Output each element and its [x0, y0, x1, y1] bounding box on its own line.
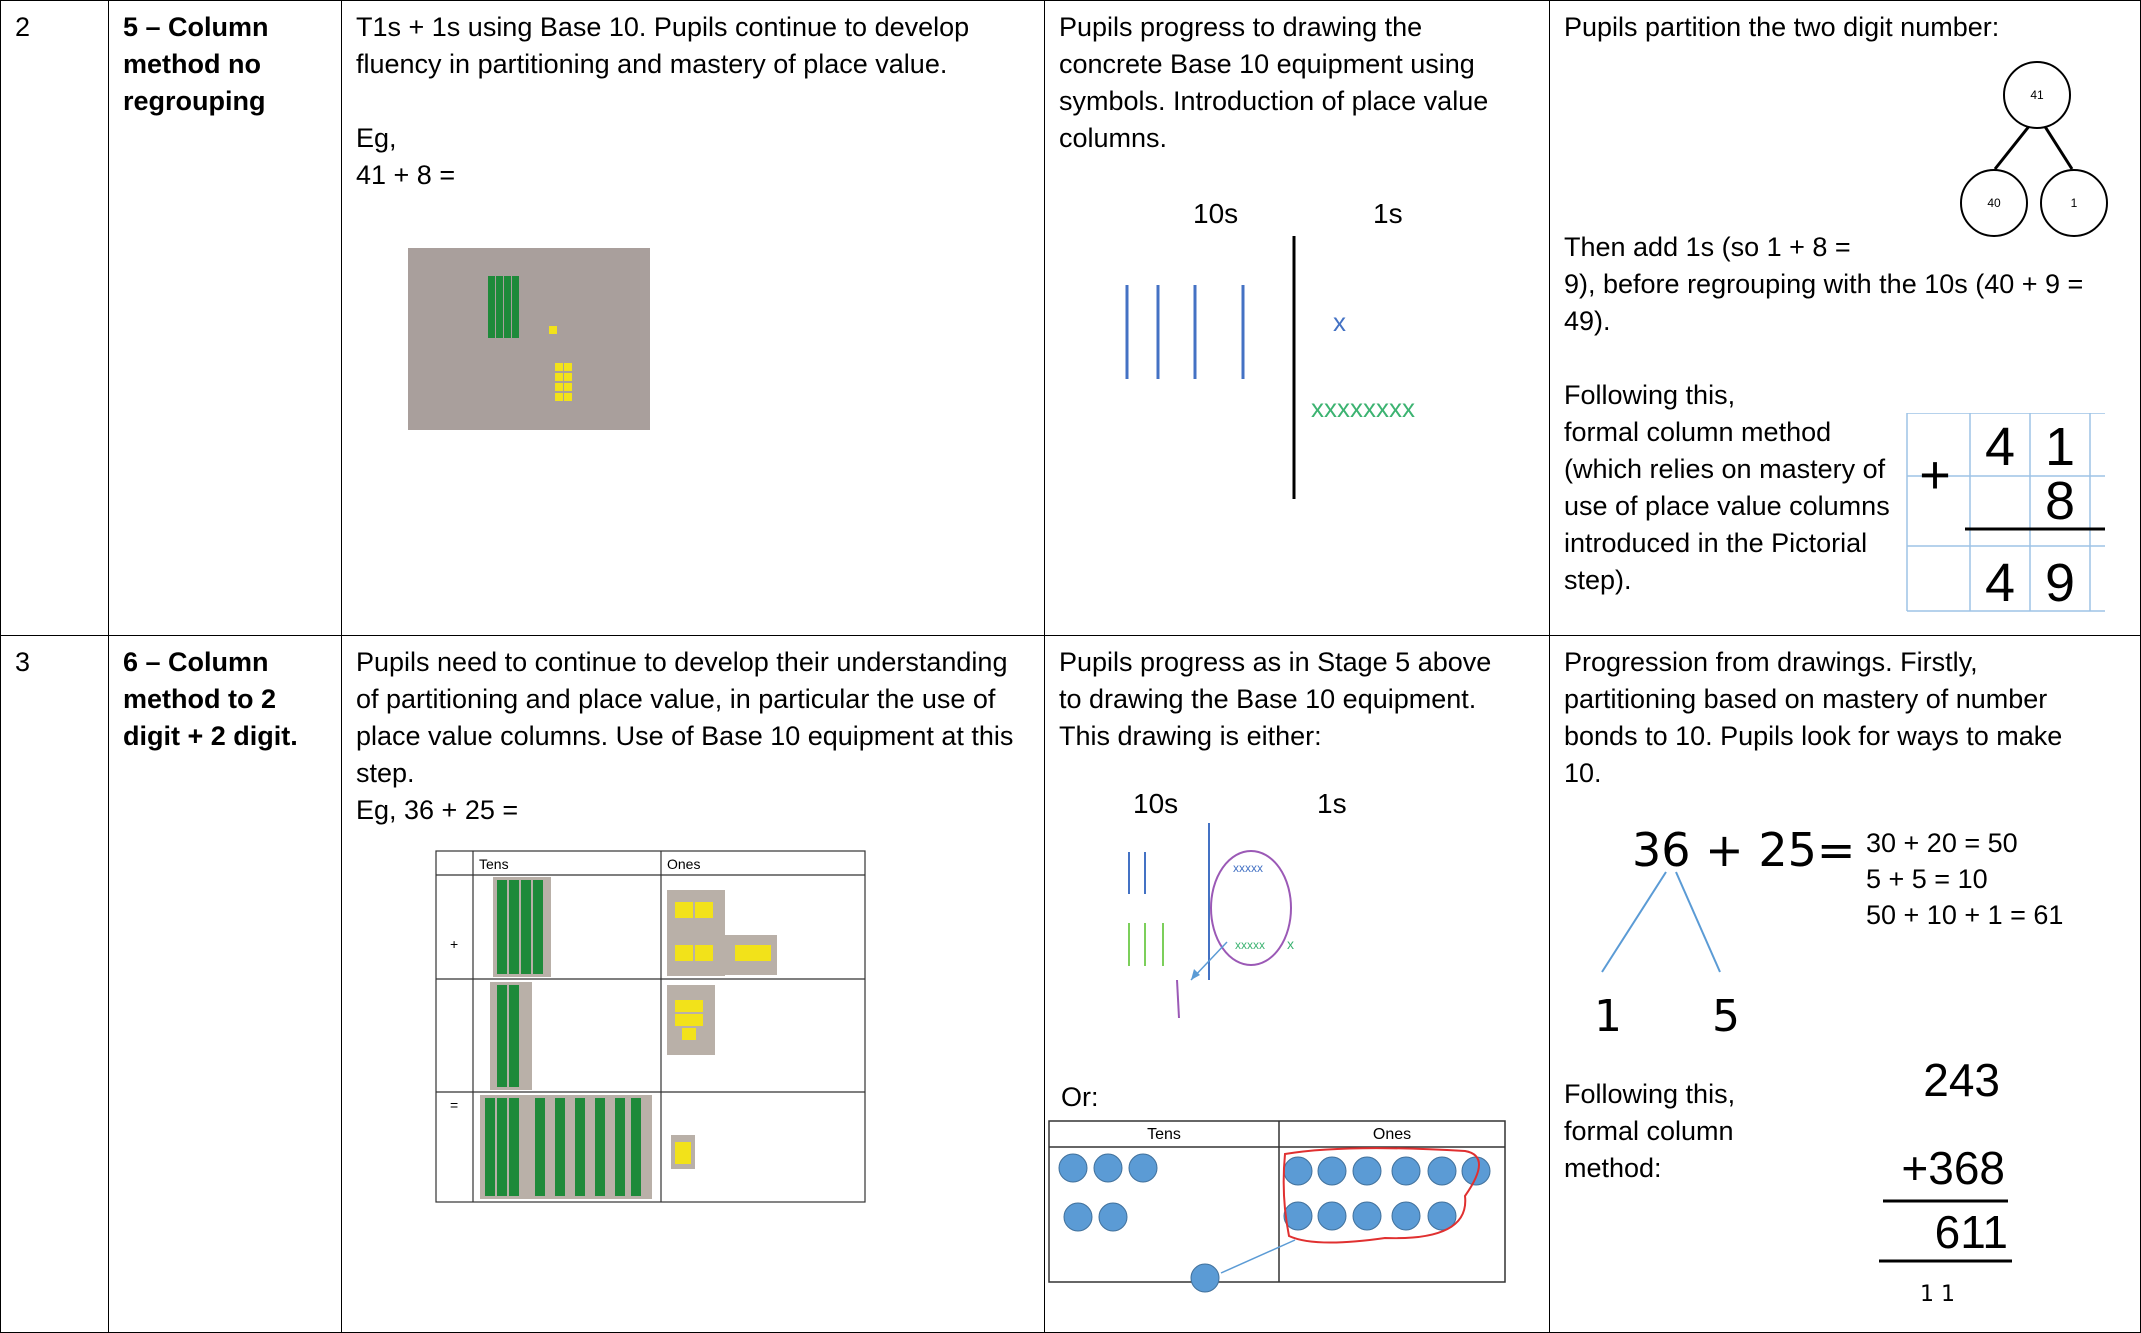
stage: 5 – Column method no regrouping	[123, 9, 327, 120]
part: 1	[1594, 991, 1622, 1042]
addend: 243	[1923, 1054, 2000, 1106]
digit: 4	[1985, 417, 2015, 477]
column-header: Tens	[479, 856, 509, 872]
text: Pupils need to continue to develop their…	[356, 644, 1026, 792]
document: 2 5 – Column method no regrouping T1s + …	[0, 0, 2141, 1333]
operator: +	[1919, 445, 1951, 505]
ones-mark: xxxxx	[1233, 861, 1263, 875]
ones-mark: x	[1333, 307, 1346, 337]
tens-header: 10s	[1193, 198, 1238, 229]
abstract-cell: Progression from drawings. Firstly, part…	[1549, 635, 2141, 1333]
column-header: Ones	[1373, 1126, 1411, 1143]
working: 50 + 10 + 1 = 61	[1866, 900, 2063, 930]
ones-mark: x	[1287, 936, 1294, 952]
bond-part: 40	[1987, 196, 2001, 210]
part-whole-model: 41 40 1	[1960, 57, 2130, 247]
part: 5	[1712, 991, 1740, 1042]
tens-header: 10s	[1133, 788, 1178, 819]
operator: =	[450, 1097, 458, 1113]
concrete-cell: T1s + 1s using Base 10. Pupils continue …	[341, 0, 1045, 636]
concrete-cell: Pupils need to continue to develop their…	[341, 635, 1045, 1333]
stage-cell: 5 – Column method no regrouping	[108, 0, 342, 636]
stage-cell: 6 – Column method to 2 digit + 2 digit.	[108, 635, 342, 1333]
bond-part: 1	[2071, 196, 2078, 210]
pictorial-cell: Pupils progress to drawing the concrete …	[1044, 0, 1550, 636]
text: T1s + 1s using Base 10. Pupils continue …	[356, 9, 996, 83]
then: Then add 1s (so 1 + 8 = 9), before regro…	[1564, 229, 2119, 340]
working: 30 + 20 = 50	[1866, 828, 2018, 858]
sum: 36 + 25=	[1632, 823, 1855, 877]
example: Eg, 36 + 25 =	[356, 792, 1030, 829]
example-label: Eg,	[356, 120, 1030, 157]
pictorial-drawing: 10s 1s xxxxx xxxxx x Or: Tens Ones	[1045, 636, 1545, 1331]
abstract-drawing: 36 + 25= 1 5 30 + 20 = 50 5 + 5 = 10 50 …	[1550, 636, 2140, 1331]
operator: +	[450, 936, 458, 952]
column-method: + 4 1 8 4 9	[1905, 413, 2105, 613]
column-header: Ones	[667, 856, 700, 872]
digit: 4	[1985, 553, 2015, 613]
abstract-cell: Pupils partition the two digit number: 4…	[1549, 0, 2141, 636]
base-ten-table: Tens Ones + =	[435, 850, 867, 1204]
digit: 1	[2045, 417, 2075, 477]
pictorial-cell: Pupils progress as in Stage 5 above to d…	[1044, 635, 1550, 1333]
digit: 9	[2045, 553, 2075, 613]
bond-whole: 41	[2030, 88, 2044, 102]
photo	[408, 248, 650, 430]
carry: 1 1	[1920, 1282, 1955, 1307]
intro: Pupils partition the two digit number:	[1564, 9, 2126, 46]
digit: 8	[2045, 471, 2075, 531]
step: 2	[15, 9, 94, 46]
ones-header: 1s	[1373, 198, 1403, 229]
step-cell: 2	[0, 0, 109, 636]
working: 5 + 5 = 10	[1866, 864, 1988, 894]
column-header: Tens	[1147, 1126, 1181, 1143]
ones-mark: xxxxx	[1235, 938, 1265, 952]
or: Or:	[1061, 1082, 1099, 1112]
example: 41 + 8 =	[356, 157, 1030, 194]
stage: 6 – Column method to 2 digit + 2 digit.	[123, 644, 327, 755]
addend: +368	[1901, 1142, 2005, 1194]
ones-mark: xxxxxxxx	[1311, 393, 1415, 423]
answer: 611	[1935, 1206, 2008, 1258]
ones-header: 1s	[1317, 788, 1347, 819]
pictorial-drawing: 10s 1s x xxxxxxxx	[1045, 1, 1545, 631]
following: Following this, formal column method:	[1564, 1076, 1774, 1187]
step: 3	[15, 644, 94, 681]
step-cell: 3	[0, 635, 109, 1333]
